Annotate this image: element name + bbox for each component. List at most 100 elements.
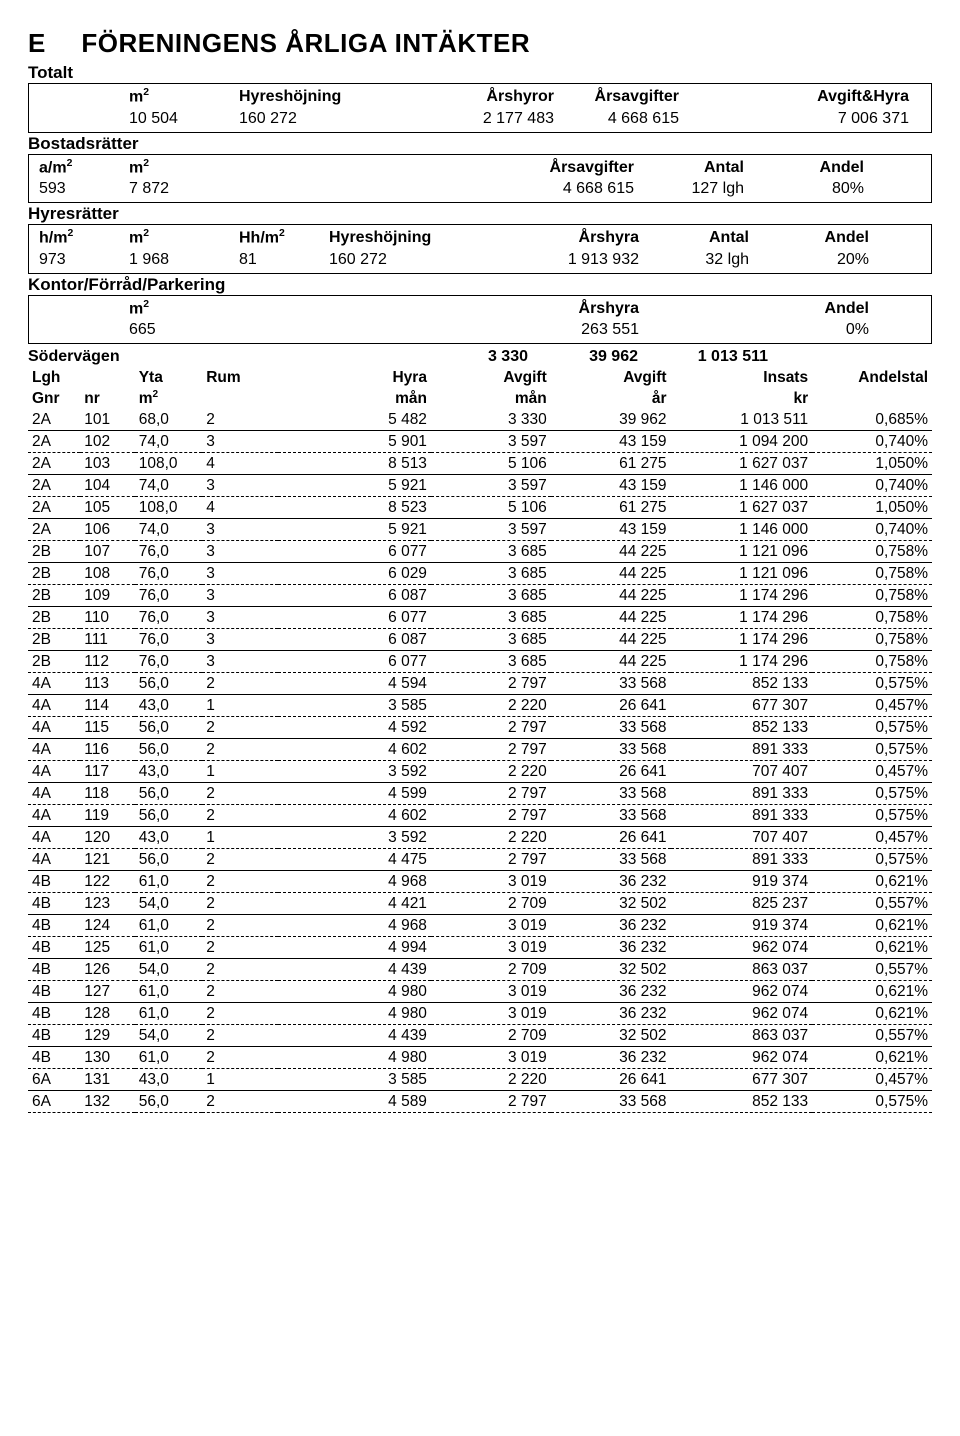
table-cell: 4 994 — [278, 937, 430, 959]
table-cell: 32 502 — [551, 893, 671, 915]
table-cell: 115 — [80, 717, 134, 739]
table-head: Lgh Yta Rum Hyra Avgift Avgift Insats An… — [28, 368, 932, 409]
table-cell: 852 133 — [671, 717, 813, 739]
table-cell: 0,758% — [812, 651, 932, 673]
table-cell: 2 — [202, 849, 278, 871]
table-cell: 0,621% — [812, 981, 932, 1003]
table-cell: 3 685 — [431, 563, 551, 585]
table-cell: 3 — [202, 607, 278, 629]
table-cell: 0,621% — [812, 915, 932, 937]
table-cell: 0,575% — [812, 783, 932, 805]
br-andel: 80% — [744, 178, 864, 200]
table-cell: 121 — [80, 849, 134, 871]
table-cell: 101 — [80, 409, 134, 431]
table-cell: 2 — [202, 1003, 278, 1025]
table-cell: 125 — [80, 937, 134, 959]
table-cell: 863 037 — [671, 1025, 813, 1047]
table-cell: 2 — [202, 1091, 278, 1113]
table-cell: 3 — [202, 563, 278, 585]
table-cell: 2 709 — [431, 893, 551, 915]
table-cell: 3 — [202, 541, 278, 563]
table-cell: 4B — [28, 1047, 80, 1069]
table-cell: 131 — [80, 1069, 134, 1091]
table-cell: 112 — [80, 651, 134, 673]
table-cell: 1 094 200 — [671, 431, 813, 453]
table-cell: 1 146 000 — [671, 519, 813, 541]
table-cell: 2 — [202, 981, 278, 1003]
table-cell: 0,740% — [812, 431, 932, 453]
hr-h-m2: m2 — [129, 227, 239, 249]
table-cell: 4A — [28, 717, 80, 739]
table-cell: 44 225 — [551, 563, 671, 585]
kontor-box: m2 Årshyra Andel 665 263 551 0% — [28, 295, 932, 345]
table-cell: 56,0 — [135, 1091, 203, 1113]
table-cell: 1 174 296 — [671, 607, 813, 629]
table-cell: 76,0 — [135, 651, 203, 673]
street-name: Södervägen — [28, 348, 276, 366]
table-cell: 1 013 511 — [671, 409, 813, 431]
table-cell: 677 307 — [671, 1069, 813, 1091]
property-table: Lgh Yta Rum Hyra Avgift Avgift Insats An… — [28, 368, 932, 1113]
table-cell: 61,0 — [135, 915, 203, 937]
table-cell: 2 220 — [431, 827, 551, 849]
table-cell: 1 121 096 — [671, 541, 813, 563]
table-cell: 6 077 — [278, 541, 430, 563]
table-cell: 4 602 — [278, 805, 430, 827]
table-cell: 33 568 — [551, 783, 671, 805]
table-cell: 6 087 — [278, 585, 430, 607]
table-cell: 43 159 — [551, 519, 671, 541]
table-cell: 2 — [202, 959, 278, 981]
table-cell: 33 568 — [551, 849, 671, 871]
table-cell: 36 232 — [551, 871, 671, 893]
table-cell: 56,0 — [135, 805, 203, 827]
table-row: 4B12354,024 4212 70932 502825 2370,557% — [28, 893, 932, 915]
table-cell: 852 133 — [671, 1091, 813, 1113]
table-cell: 2 — [202, 717, 278, 739]
table-cell: 61,0 — [135, 1047, 203, 1069]
table-cell: 109 — [80, 585, 134, 607]
table-cell: 4 439 — [278, 959, 430, 981]
table-cell: 4 599 — [278, 783, 430, 805]
table-cell: 5 106 — [431, 497, 551, 519]
totalt-m2: 10 504 — [129, 108, 239, 130]
page-title: E FÖRENINGENS ÅRLIGA INTÄKTER — [28, 28, 932, 59]
table-cell: 3 019 — [431, 915, 551, 937]
th-avgift1: Avgift — [431, 368, 551, 388]
table-cell: 3 019 — [431, 981, 551, 1003]
street-insats: 1 013 511 — [638, 348, 768, 366]
table-cell: 0,758% — [812, 541, 932, 563]
totalt-arsavgifter: 4 668 615 — [554, 108, 679, 130]
table-cell: 2B — [28, 541, 80, 563]
th-rum: Rum — [202, 368, 278, 388]
table-body: 2A10168,025 4823 33039 9621 013 5110,685… — [28, 409, 932, 1113]
table-cell: 3 685 — [431, 651, 551, 673]
table-cell: 4 — [202, 453, 278, 475]
th-lgh: Lgh — [28, 368, 80, 388]
table-cell: 3 — [202, 629, 278, 651]
table-cell: 0,758% — [812, 585, 932, 607]
table-cell: 3 592 — [278, 827, 430, 849]
table-cell: 104 — [80, 475, 134, 497]
table-cell: 8 513 — [278, 453, 430, 475]
table-cell: 4 980 — [278, 981, 430, 1003]
table-row: 2A103108,048 5135 10661 2751 627 0371,05… — [28, 453, 932, 475]
table-cell: 6A — [28, 1091, 80, 1113]
totalt-h-arsavgifter: Årsavgifter — [554, 86, 679, 108]
table-row: 4A11656,024 6022 79733 568891 3330,575% — [28, 739, 932, 761]
totalt-label: Totalt — [28, 63, 932, 83]
table-cell: 4B — [28, 915, 80, 937]
table-row: 2B11176,036 0873 68544 2251 174 2960,758… — [28, 629, 932, 651]
hr-antal: 32 lgh — [639, 249, 749, 271]
table-cell: 105 — [80, 497, 134, 519]
table-cell: 0,575% — [812, 805, 932, 827]
hr-andel: 20% — [749, 249, 869, 271]
table-cell: 33 568 — [551, 1091, 671, 1113]
kontor-label: Kontor/Förråd/Parkering — [28, 275, 932, 295]
table-cell: 61,0 — [135, 1003, 203, 1025]
table-row: 4B12861,024 9803 01936 232962 0740,621% — [28, 1003, 932, 1025]
table-cell: 76,0 — [135, 629, 203, 651]
table-cell: 54,0 — [135, 959, 203, 981]
table-cell: 0,621% — [812, 1047, 932, 1069]
table-cell: 3 019 — [431, 871, 551, 893]
hr-hm2: 973 — [39, 249, 129, 271]
